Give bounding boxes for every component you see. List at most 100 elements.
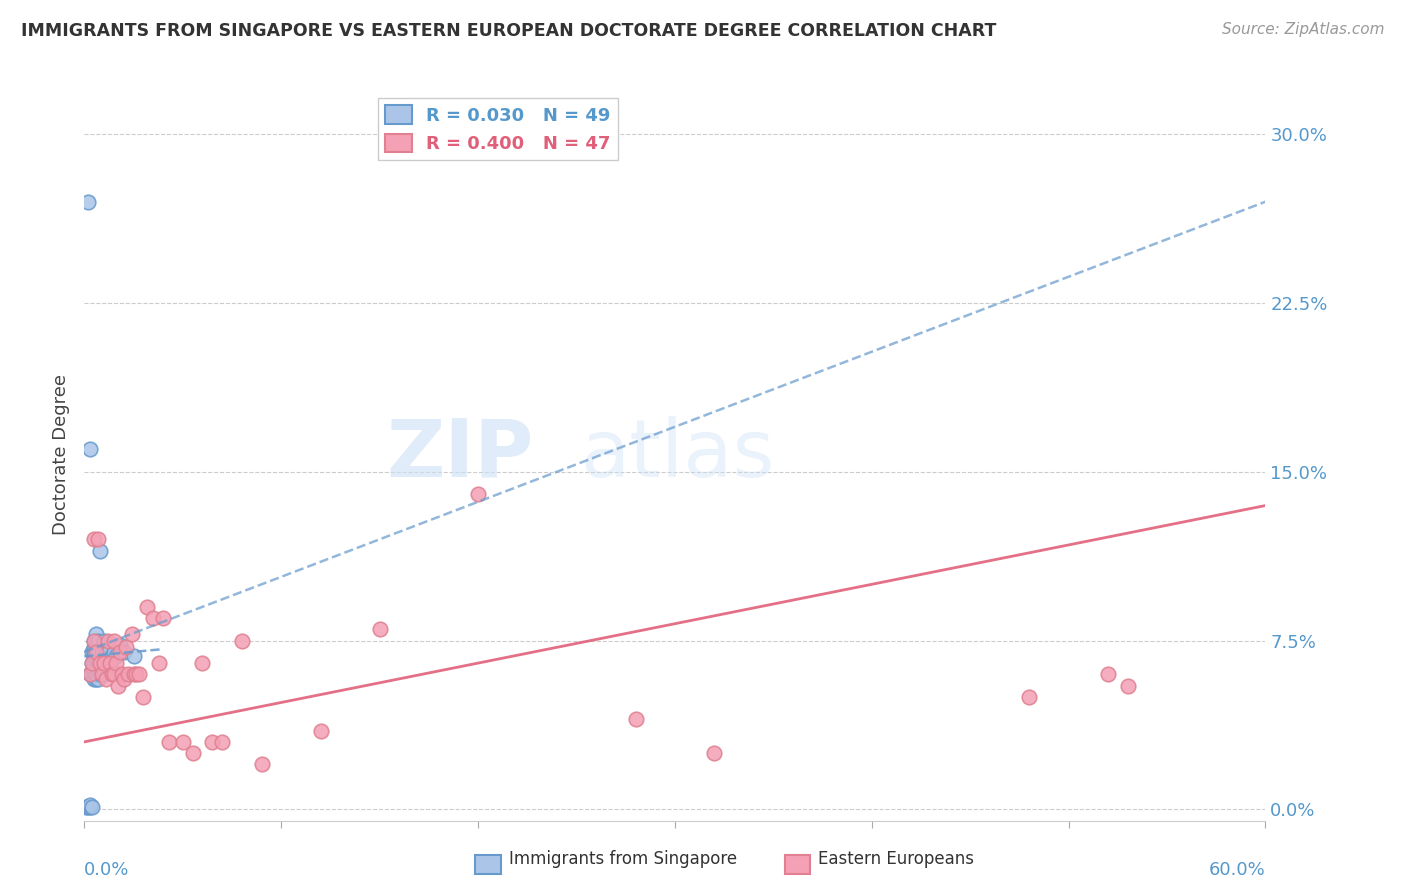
Point xyxy=(83,667,105,681)
Point xyxy=(87,645,110,659)
Point xyxy=(84,645,107,659)
Point xyxy=(104,656,127,670)
Point xyxy=(250,757,273,772)
Point xyxy=(112,672,135,686)
Point xyxy=(467,487,489,501)
Point xyxy=(77,800,100,814)
Point xyxy=(89,656,111,670)
Point xyxy=(84,627,107,641)
Point xyxy=(84,649,107,664)
Point xyxy=(103,633,125,648)
Point xyxy=(108,638,131,652)
Point xyxy=(128,667,150,681)
Point xyxy=(124,667,146,681)
Point xyxy=(132,690,155,704)
Point xyxy=(91,645,114,659)
Point xyxy=(87,633,110,648)
Point xyxy=(1116,679,1139,693)
Point xyxy=(79,442,101,457)
Point xyxy=(94,645,117,659)
Point xyxy=(79,667,101,681)
Point xyxy=(108,645,131,659)
Point xyxy=(83,672,105,686)
Point xyxy=(368,623,391,637)
Text: Source: ZipAtlas.com: Source: ZipAtlas.com xyxy=(1222,22,1385,37)
Point xyxy=(103,667,125,681)
Point xyxy=(79,667,101,681)
Legend: R = 0.030   N = 49, R = 0.400   N = 47: R = 0.030 N = 49, R = 0.400 N = 47 xyxy=(378,98,617,161)
Point xyxy=(94,672,117,686)
Point xyxy=(201,735,224,749)
Point xyxy=(111,667,134,681)
Point xyxy=(84,640,107,655)
Point xyxy=(703,746,725,760)
Point xyxy=(101,649,124,664)
Point xyxy=(83,649,105,664)
Point xyxy=(152,611,174,625)
Y-axis label: Doctorate Degree: Doctorate Degree xyxy=(52,375,70,535)
Point xyxy=(112,645,135,659)
Text: Immigrants from Singapore: Immigrants from Singapore xyxy=(509,850,737,868)
Point xyxy=(181,746,204,760)
Point xyxy=(157,735,180,749)
Point xyxy=(98,656,121,670)
Point xyxy=(82,667,104,681)
Point xyxy=(87,663,110,677)
Point xyxy=(84,660,107,674)
Point xyxy=(98,656,121,670)
Point xyxy=(148,656,170,670)
Point xyxy=(91,667,114,681)
Point xyxy=(122,649,145,664)
Point xyxy=(84,667,107,681)
Point xyxy=(309,723,332,738)
Point xyxy=(89,667,111,681)
Point xyxy=(107,667,129,681)
Point xyxy=(121,627,143,641)
Point xyxy=(79,800,101,814)
Point xyxy=(172,735,194,749)
Point xyxy=(87,672,110,686)
Point xyxy=(114,640,136,655)
Point xyxy=(211,735,233,749)
Point xyxy=(122,667,145,681)
Point xyxy=(231,633,253,648)
Point xyxy=(1018,690,1040,704)
Point xyxy=(83,645,105,659)
Point xyxy=(89,543,111,558)
Point xyxy=(89,656,111,670)
Point xyxy=(104,649,127,664)
Point xyxy=(75,800,97,814)
Point xyxy=(142,611,165,625)
Text: atlas: atlas xyxy=(581,416,775,494)
Point xyxy=(82,800,104,814)
Point xyxy=(87,533,110,547)
Text: ZIP: ZIP xyxy=(385,416,533,494)
Point xyxy=(93,667,115,681)
Point xyxy=(101,667,124,681)
Text: 0.0%: 0.0% xyxy=(84,861,129,879)
Point xyxy=(93,656,115,670)
Point xyxy=(84,672,107,686)
Point xyxy=(83,658,105,673)
Point xyxy=(624,712,647,726)
Point xyxy=(83,640,105,655)
Point xyxy=(97,645,120,659)
Point xyxy=(83,633,105,648)
Point xyxy=(117,667,139,681)
Point xyxy=(79,797,101,812)
Point xyxy=(82,656,104,670)
Point xyxy=(94,660,117,674)
Point xyxy=(82,656,104,670)
Point xyxy=(77,194,100,209)
Text: 60.0%: 60.0% xyxy=(1209,861,1265,879)
Point xyxy=(97,633,120,648)
Point xyxy=(103,645,125,659)
Point xyxy=(1097,667,1119,681)
Point xyxy=(93,656,115,670)
Point xyxy=(83,663,105,677)
Point xyxy=(83,633,105,648)
Point xyxy=(83,533,105,547)
Text: IMMIGRANTS FROM SINGAPORE VS EASTERN EUROPEAN DOCTORATE DEGREE CORRELATION CHART: IMMIGRANTS FROM SINGAPORE VS EASTERN EUR… xyxy=(21,22,997,40)
Point xyxy=(191,656,214,670)
Point xyxy=(136,599,159,614)
